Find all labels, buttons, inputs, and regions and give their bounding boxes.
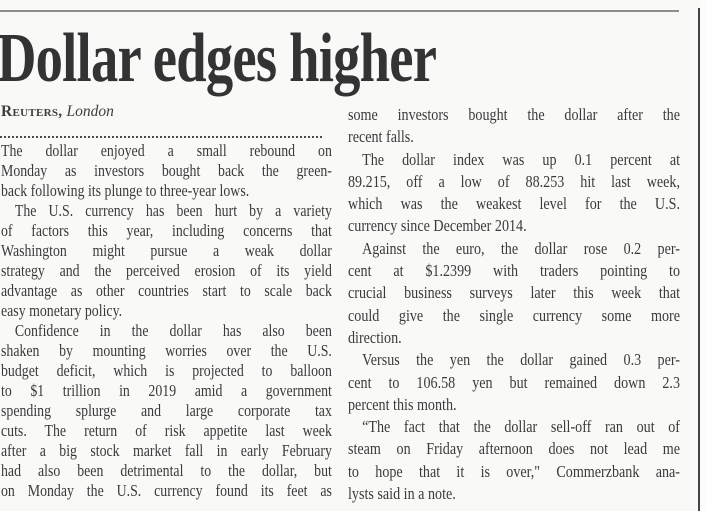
page-right-margin [700,0,707,511]
article-line: 89.215, off a low of 88.253 hit last wee… [348,171,680,191]
article-line: percent this month. [348,394,457,414]
article-headline: Dollar edges higher [0,20,437,97]
article-column-right: some investors bought the dollar after t… [348,104,680,505]
top-rule [0,10,679,12]
article-line: crucial business surveys later this week… [348,283,680,303]
byline-agency: Reuters, [1,103,63,120]
article-line: to $1 trillion in 2019 amid a government [1,381,332,400]
article-line: on Monday the U.S. currency found its fe… [1,481,332,500]
article-line: after a big stock market fall in early F… [1,441,332,460]
article-line: Against the euro, the dollar rose 0.2 pe… [362,238,680,258]
article-column-left: The dollar enjoyed a small rebound on Mon… [1,141,332,501]
article-line: easy monetary policy. [1,301,123,320]
article-line: shaken by mounting worries over the U.S. [1,341,332,360]
article-line: The U.S. currency has been hurt by a var… [14,201,332,220]
article-line: spending splurge and large corporate tax [1,401,332,420]
dotted-divider [0,124,322,138]
article-line: budget deficit, which is projected to ba… [1,361,332,380]
article-line: strategy and the perceived erosion of it… [1,261,332,280]
article-line: The dollar enjoyed a small rebound on [1,141,332,160]
article-line: lysts said in a note. [348,484,456,504]
article-line: direction. [348,327,402,347]
article-line: Monday as investors bought back the gree… [1,161,332,180]
column-edge-rule [698,8,700,511]
article-line: Confidence in the dollar has also been [14,321,332,340]
article-line: to hope that it is over," Commerzbank an… [348,461,680,481]
article-line: which was the weakest level for the U.S. [348,194,680,214]
article-line: cent at $1.2399 with traders pointing to [348,261,680,281]
article-line: currency since December 2014. [348,216,527,236]
article-line: recent falls. [348,127,414,147]
article-line: advantage as other countries start to sc… [1,281,332,300]
article-line: had also been detrimental to the dollar,… [1,461,332,480]
article-line: cent to 106.58 yen but remained down 2.3 [348,372,680,392]
article-line: could give the single currency some more [348,305,680,325]
article-line: “The fact that the dollar sell-off ran o… [362,417,680,437]
article-line: Versus the yen the dollar gained 0.3 per… [362,350,680,370]
byline: Reuters, London [1,103,114,121]
article-line: Washington might pursue a weak dollar [1,241,332,260]
article-line: of factors this year, including concerns… [1,221,332,240]
byline-location: London [66,103,114,120]
article-line: some investors bought the dollar after t… [348,105,680,124]
article-line: steam on Friday afternoon does not lead … [348,439,680,459]
article-line: The dollar index was up 0.1 percent at [362,149,680,169]
article-line: cuts. The return of risk appetite last w… [1,421,332,440]
article-line: back following its plunge to three-year … [1,181,250,200]
